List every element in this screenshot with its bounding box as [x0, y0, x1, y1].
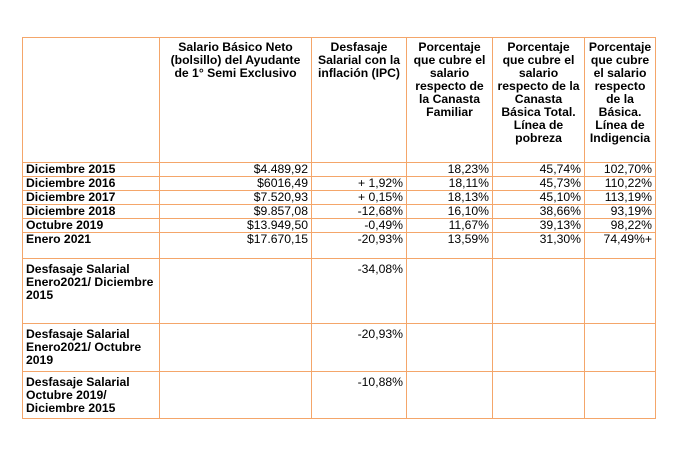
- desfasaje-cell: + 1,92%: [311, 176, 407, 191]
- table-row: Diciembre 2018 $9.857,08 -12,68% 16,10% …: [22, 204, 656, 219]
- canasta-familiar-cell: 16,10%: [406, 204, 493, 219]
- empty-cell: [584, 323, 656, 372]
- header-canasta-familiar: Porcentaje que cubre el salario respecto…: [406, 37, 493, 163]
- salario-cell: $4.489,92: [159, 162, 312, 177]
- indigencia-cell: 93,19%: [584, 204, 656, 219]
- summary-label: Desfasaje Salarial Octubre 2019/ Diciemb…: [22, 371, 160, 419]
- pobreza-cell: 38,66%: [492, 204, 585, 219]
- pobreza-cell: 45,10%: [492, 190, 585, 205]
- table-row: Diciembre 2015 $4.489,92 18,23% 45,74% 1…: [22, 162, 656, 177]
- salario-cell: $17.670,15: [159, 232, 312, 259]
- row-label: Octubre 2019: [22, 218, 160, 233]
- empty-cell: [406, 323, 493, 372]
- empty-cell: [492, 323, 585, 372]
- table-row: Diciembre 2016 $6016,49 + 1,92% 18,11% 4…: [22, 176, 656, 191]
- empty-cell: [584, 258, 656, 324]
- table-row: Octubre 2019 $13.949,50 -0,49% 11,67% 39…: [22, 218, 656, 233]
- header-empty: [22, 37, 160, 163]
- header-salario: Salario Básico Neto (bolsillo) del Ayuda…: [159, 37, 312, 163]
- canasta-familiar-cell: 18,13%: [406, 190, 493, 205]
- canasta-familiar-cell: 13,59%: [406, 232, 493, 259]
- canasta-familiar-cell: 18,23%: [406, 162, 493, 177]
- desfasaje-cell: -20,93%: [311, 232, 407, 259]
- row-label: Diciembre 2015: [22, 162, 160, 177]
- header-row: Salario Básico Neto (bolsillo) del Ayuda…: [22, 37, 656, 163]
- summary-row: Desfasaje Salarial Enero2021/ Diciembre …: [22, 258, 656, 324]
- summary-desfasaje-cell: -34,08%: [311, 258, 407, 324]
- salario-cell: $7.520,93: [159, 190, 312, 205]
- empty-cell: [406, 258, 493, 324]
- header-desfasaje: Desfasaje Salarial con la inflación (IPC…: [311, 37, 407, 163]
- indigencia-cell: 74,49%+: [584, 232, 656, 259]
- indigencia-cell: 110,22%: [584, 176, 656, 191]
- summary-desfasaje-cell: -20,93%: [311, 323, 407, 372]
- salario-cell: $13.949,50: [159, 218, 312, 233]
- desfasaje-cell: [311, 162, 407, 177]
- empty-cell: [406, 371, 493, 419]
- indigencia-cell: 102,70%: [584, 162, 656, 177]
- desfasaje-cell: -12,68%: [311, 204, 407, 219]
- table-row: Diciembre 2017 $7.520,93 + 0,15% 18,13% …: [22, 190, 656, 205]
- empty-cell: [159, 323, 312, 372]
- empty-cell: [492, 258, 585, 324]
- row-label: Enero 2021: [22, 232, 160, 259]
- salario-cell: $6016,49: [159, 176, 312, 191]
- salary-table: Salario Básico Neto (bolsillo) del Ayuda…: [22, 37, 656, 419]
- summary-row: Desfasaje Salarial Octubre 2019/ Diciemb…: [22, 371, 656, 419]
- salario-cell: $9.857,08: [159, 204, 312, 219]
- pobreza-cell: 39,13%: [492, 218, 585, 233]
- indigencia-cell: 113,19%: [584, 190, 656, 205]
- empty-cell: [584, 371, 656, 419]
- empty-cell: [492, 371, 585, 419]
- pobreza-cell: 45,73%: [492, 176, 585, 191]
- header-linea-indigencia: Porcentaje que cubre el salario respecto…: [584, 37, 656, 163]
- desfasaje-cell: + 0,15%: [311, 190, 407, 205]
- header-linea-pobreza: Porcentaje que cubre el salario respecto…: [492, 37, 585, 163]
- pobreza-cell: 31,30%: [492, 232, 585, 259]
- canasta-familiar-cell: 18,11%: [406, 176, 493, 191]
- row-label: Diciembre 2018: [22, 204, 160, 219]
- empty-cell: [159, 371, 312, 419]
- indigencia-cell: 98,22%: [584, 218, 656, 233]
- summary-label: Desfasaje Salarial Enero2021/ Diciembre …: [22, 258, 160, 324]
- empty-cell: [159, 258, 312, 324]
- row-label: Diciembre 2017: [22, 190, 160, 205]
- row-label: Diciembre 2016: [22, 176, 160, 191]
- desfasaje-cell: -0,49%: [311, 218, 407, 233]
- summary-row: Desfasaje Salarial Enero2021/ Octubre 20…: [22, 323, 656, 372]
- pobreza-cell: 45,74%: [492, 162, 585, 177]
- canasta-familiar-cell: 11,67%: [406, 218, 493, 233]
- summary-desfasaje-cell: -10,88%: [311, 371, 407, 419]
- table-row: Enero 2021 $17.670,15 -20,93% 13,59% 31,…: [22, 232, 656, 259]
- summary-label: Desfasaje Salarial Enero2021/ Octubre 20…: [22, 323, 160, 372]
